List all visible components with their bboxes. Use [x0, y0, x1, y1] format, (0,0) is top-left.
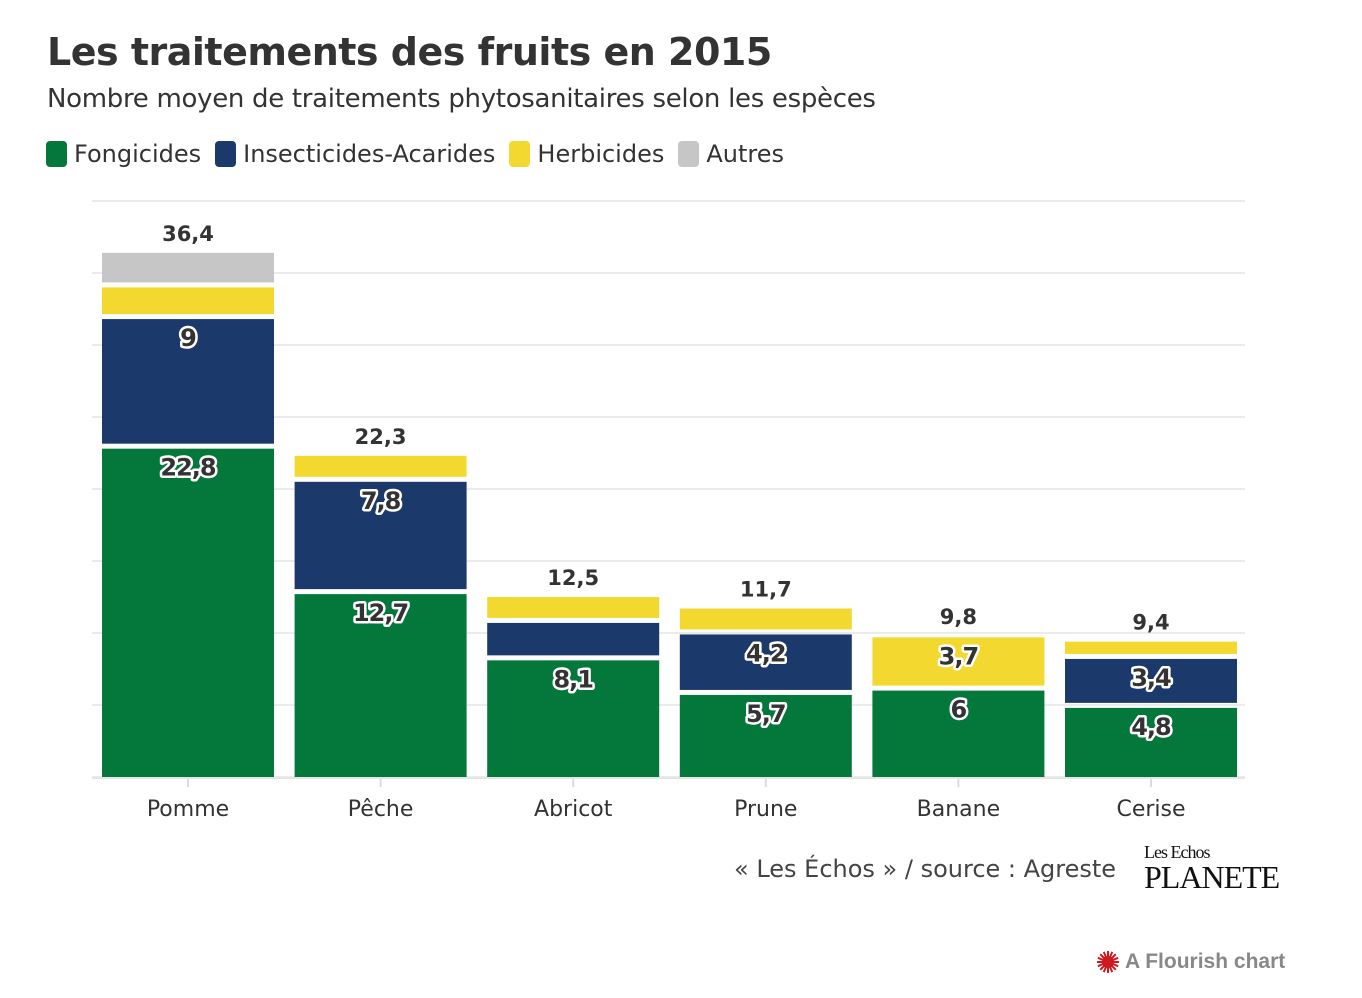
- data-label: 7,8: [361, 487, 401, 515]
- chart-title: Les traitements des fruits en 2015: [47, 30, 772, 74]
- total-label: 11,7: [740, 578, 792, 602]
- source-note: « Les Échos » / source : Agreste: [734, 855, 1117, 883]
- x-tick-label: Banane: [917, 797, 1000, 822]
- flourish-credit[interactable]: A Flourish chart: [1096, 950, 1285, 974]
- total-label: 22,3: [355, 425, 407, 449]
- legend-item[interactable]: Autres: [678, 140, 784, 168]
- bar-segment: [487, 597, 660, 618]
- data-label: 9: [180, 324, 196, 352]
- total-label: 9,4: [1132, 611, 1169, 635]
- legend-swatch: [215, 141, 237, 167]
- x-tick-label: Cerise: [1116, 797, 1185, 822]
- bar-segment: [1065, 658, 1237, 703]
- legend-label: Fongicides: [74, 140, 202, 168]
- legend: Fongicides Insecticides-Acarides Herbicide…: [46, 140, 784, 168]
- flourish-star-icon: [1097, 951, 1119, 973]
- legend-swatch: [678, 141, 700, 167]
- chart-subtitle: Nombre moyen de traitements phytosanitai…: [47, 84, 876, 114]
- bar-segment: [487, 622, 660, 656]
- chart-plot: 22,8 9 36,4 Pomme 12,7 7,8 22,3 Pêche 8,1 12,5 Abr…: [92, 200, 1245, 822]
- bar-segment: [102, 448, 274, 777]
- bar-segment: [679, 608, 852, 630]
- legend-label: Insecticides-Acarides: [243, 140, 496, 168]
- bar-segment: [102, 319, 274, 444]
- bar-segment: [1065, 707, 1237, 777]
- x-tick-label: Pomme: [147, 797, 229, 822]
- legend-item[interactable]: Herbicides: [509, 140, 664, 168]
- legend-swatch: [509, 141, 531, 167]
- legend-swatch: [46, 141, 67, 167]
- bar-segment: [487, 660, 660, 777]
- legend-item[interactable]: Insecticides-Acarides: [215, 140, 495, 168]
- total-label: 9,8: [940, 605, 977, 629]
- data-label: 8,1: [553, 665, 593, 693]
- legend-label: Herbicides: [537, 140, 665, 168]
- total-label: 36,4: [162, 222, 214, 246]
- bar-segment: [102, 287, 274, 315]
- data-label: 12,7: [353, 599, 408, 627]
- data-label: 6: [951, 696, 967, 724]
- bar-segment: [872, 637, 1045, 686]
- bar-segment: [102, 252, 274, 283]
- bar-segment: [1065, 641, 1237, 654]
- data-label: 3,7: [939, 642, 979, 670]
- bar-segment: [294, 481, 467, 590]
- bar-segment: [294, 455, 467, 477]
- total-label: 12,5: [547, 566, 599, 590]
- bar-segment: [294, 594, 467, 777]
- data-label: 22,8: [160, 454, 216, 482]
- data-label: 5,7: [746, 700, 786, 728]
- les-echos-planete-logo: Les Echos PLANETE: [1144, 842, 1280, 895]
- x-tick-label: Prune: [734, 797, 797, 822]
- x-tick-label: Pêche: [348, 797, 414, 822]
- bar-segment: [872, 690, 1045, 777]
- legend-item[interactable]: Fongicides: [46, 140, 201, 168]
- x-tick-label: Abricot: [534, 797, 613, 822]
- legend-label: Autres: [706, 140, 785, 168]
- bar-segment: [679, 634, 852, 690]
- data-label: 3,4: [1131, 664, 1171, 692]
- data-label: 4,8: [1131, 713, 1171, 741]
- bar-segment: [679, 694, 852, 777]
- flourish-credit-label: A Flourish chart: [1125, 950, 1286, 973]
- data-label: 4,2: [746, 639, 786, 667]
